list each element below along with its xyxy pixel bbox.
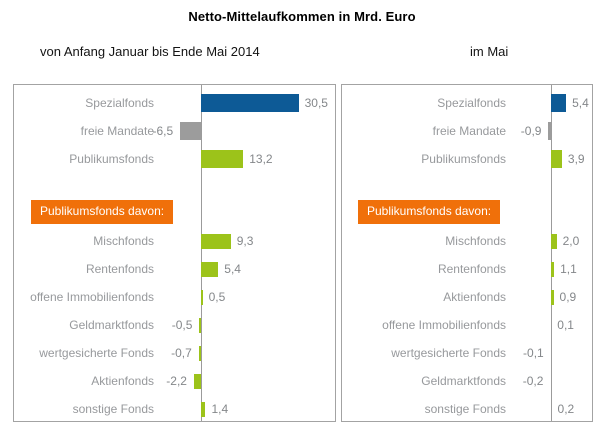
value-label: 9,3 [236,234,254,248]
category-label: Aktienfonds [443,290,506,304]
axis-zero-line [201,85,202,421]
subcategory-header: Publikumsfonds davon: [358,200,501,224]
value-label: -0,9 [520,124,542,138]
bar [201,150,244,168]
bar [551,94,567,112]
value-label: -0,2 [522,374,544,388]
bar [201,94,299,112]
bar [551,233,557,249]
bar [201,289,203,305]
value-label: 1,1 [560,262,577,276]
axis-zero-line [551,85,552,421]
category-label: freie Mandate [432,124,506,138]
value-label: 0,2 [557,402,575,416]
category-label: Rentenfonds [437,262,506,276]
value-label: 1,4 [211,402,229,416]
chart-title: Netto-Mittelaufkommen in Mrd. Euro [188,9,416,24]
bar [199,317,201,333]
bar [201,401,206,417]
category-label: offene Immobilienfonds [382,318,506,332]
category-label: Publikumsfonds [69,152,154,166]
value-label: 30,5 [304,96,328,110]
bar [193,373,201,389]
category-label: Geldmarktfonds [421,374,506,388]
value-label: 2,0 [562,234,580,248]
bar [201,233,231,249]
subtitle-jan-mai: von Anfang Januar bis Ende Mai 2014 [40,44,260,59]
value-label: 5,4 [224,262,241,276]
value-label: 3,9 [567,152,585,166]
value-label: 5,4 [572,96,589,110]
category-label: freie Mandate [80,124,154,138]
category-label: Geldmarktfonds [69,318,154,332]
category-label: Rentenfonds [85,262,154,276]
chart-panel-mai: Spezialfonds 5,4 freie Mandate -0,9 Publikum… [341,84,593,422]
value-label: -6,5 [152,124,174,138]
value-label: 0,9 [559,290,577,304]
bar [551,289,554,305]
chart-panel-jan-mai: Spezialfonds 30,5 freie Mandate -6,5 Publiku… [13,84,336,422]
category-label: Spezialfonds [437,96,506,110]
bar [180,122,201,140]
bar [198,345,201,361]
subcategory-header: Publikumsfonds davon: [31,200,174,224]
value-label: -2,2 [166,374,187,388]
category-label: Spezialfonds [85,96,154,110]
subtitle-mai: im Mai [470,44,509,59]
value-label: 0,5 [208,290,226,304]
category-label: sonstige Fonds [424,402,506,416]
bar [551,261,555,277]
category-label: Mischfonds [445,234,506,248]
category-label: Publikumsfonds [421,152,506,166]
value-label: 0,1 [557,318,574,332]
category-label: wertgesicherte Fonds [39,346,154,360]
value-label: -0,1 [523,346,544,360]
category-label: sonstige Fonds [72,402,154,416]
category-label: wertgesicherte Fonds [391,346,506,360]
category-label: offene Immobilienfonds [30,290,154,304]
category-label: Mischfonds [93,234,154,248]
value-label: -0,7 [171,346,192,360]
bar [548,122,551,140]
bar [201,261,219,277]
value-label: 13,2 [249,152,273,166]
bar [551,150,562,168]
category-label: Aktienfonds [91,374,154,388]
value-label: -0,5 [171,318,193,332]
